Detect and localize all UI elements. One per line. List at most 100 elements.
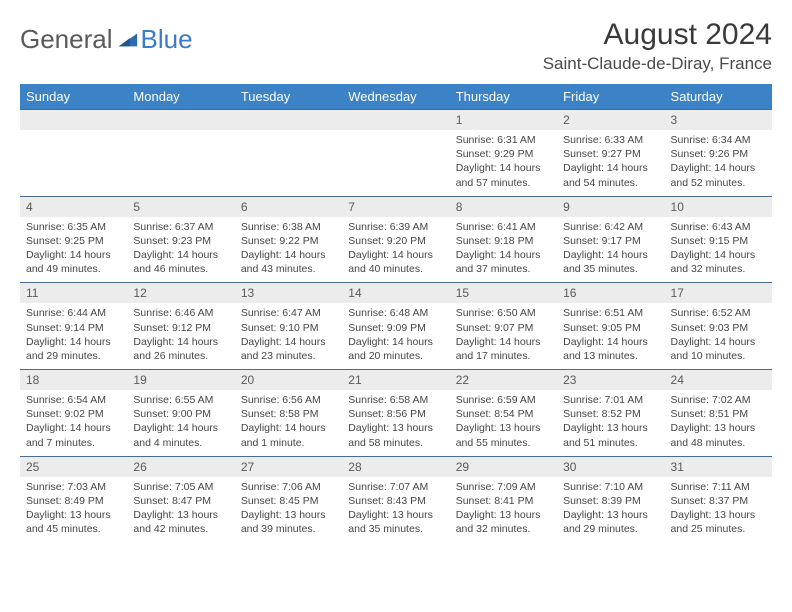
day-details: Sunrise: 6:55 AMSunset: 9:00 PMDaylight:… (127, 390, 234, 456)
day-number: 9 (557, 197, 664, 217)
day-details: Sunrise: 6:51 AMSunset: 9:05 PMDaylight:… (557, 303, 664, 369)
calendar-day-cell: 30Sunrise: 7:10 AMSunset: 8:39 PMDayligh… (557, 456, 664, 542)
calendar-day-cell: 18Sunrise: 6:54 AMSunset: 9:02 PMDayligh… (20, 370, 127, 457)
day-details (20, 130, 127, 188)
calendar-day-cell: 24Sunrise: 7:02 AMSunset: 8:51 PMDayligh… (665, 370, 772, 457)
day-number: 6 (235, 197, 342, 217)
calendar-table: SundayMondayTuesdayWednesdayThursdayFrid… (20, 84, 772, 542)
day-details: Sunrise: 6:33 AMSunset: 9:27 PMDaylight:… (557, 130, 664, 196)
weekday-header: Friday (557, 84, 664, 110)
calendar-week-row: 18Sunrise: 6:54 AMSunset: 9:02 PMDayligh… (20, 370, 772, 457)
day-number: 2 (557, 110, 664, 130)
weekday-header: Tuesday (235, 84, 342, 110)
day-details: Sunrise: 7:10 AMSunset: 8:39 PMDaylight:… (557, 477, 664, 543)
day-details: Sunrise: 6:58 AMSunset: 8:56 PMDaylight:… (342, 390, 449, 456)
day-number: 5 (127, 197, 234, 217)
day-details: Sunrise: 6:37 AMSunset: 9:23 PMDaylight:… (127, 217, 234, 283)
weekday-header: Monday (127, 84, 234, 110)
calendar-page: General Blue August 2024 Saint-Claude-de… (0, 0, 792, 554)
day-number: 11 (20, 283, 127, 303)
day-number (20, 110, 127, 130)
day-number: 21 (342, 370, 449, 390)
calendar-day-cell (20, 110, 127, 197)
day-details: Sunrise: 6:50 AMSunset: 9:07 PMDaylight:… (450, 303, 557, 369)
day-number: 13 (235, 283, 342, 303)
day-number: 27 (235, 457, 342, 477)
day-details: Sunrise: 7:11 AMSunset: 8:37 PMDaylight:… (665, 477, 772, 543)
day-number: 12 (127, 283, 234, 303)
day-details: Sunrise: 6:38 AMSunset: 9:22 PMDaylight:… (235, 217, 342, 283)
calendar-day-cell: 27Sunrise: 7:06 AMSunset: 8:45 PMDayligh… (235, 456, 342, 542)
calendar-body: 1Sunrise: 6:31 AMSunset: 9:29 PMDaylight… (20, 110, 772, 543)
calendar-day-cell: 4Sunrise: 6:35 AMSunset: 9:25 PMDaylight… (20, 196, 127, 283)
day-details: Sunrise: 6:54 AMSunset: 9:02 PMDaylight:… (20, 390, 127, 456)
day-details: Sunrise: 6:47 AMSunset: 9:10 PMDaylight:… (235, 303, 342, 369)
day-number: 22 (450, 370, 557, 390)
calendar-day-cell: 7Sunrise: 6:39 AMSunset: 9:20 PMDaylight… (342, 196, 449, 283)
day-details: Sunrise: 6:52 AMSunset: 9:03 PMDaylight:… (665, 303, 772, 369)
day-details (127, 130, 234, 188)
calendar-day-cell (342, 110, 449, 197)
calendar-day-cell: 31Sunrise: 7:11 AMSunset: 8:37 PMDayligh… (665, 456, 772, 542)
weekday-header: Sunday (20, 84, 127, 110)
calendar-week-row: 1Sunrise: 6:31 AMSunset: 9:29 PMDaylight… (20, 110, 772, 197)
day-number: 7 (342, 197, 449, 217)
day-number: 24 (665, 370, 772, 390)
location: Saint-Claude-de-Diray, France (543, 54, 772, 74)
day-details: Sunrise: 7:02 AMSunset: 8:51 PMDaylight:… (665, 390, 772, 456)
day-number: 1 (450, 110, 557, 130)
day-number: 26 (127, 457, 234, 477)
calendar-day-cell: 6Sunrise: 6:38 AMSunset: 9:22 PMDaylight… (235, 196, 342, 283)
day-details: Sunrise: 6:46 AMSunset: 9:12 PMDaylight:… (127, 303, 234, 369)
calendar-day-cell (235, 110, 342, 197)
day-number: 17 (665, 283, 772, 303)
calendar-day-cell: 17Sunrise: 6:52 AMSunset: 9:03 PMDayligh… (665, 283, 772, 370)
calendar-day-cell: 3Sunrise: 6:34 AMSunset: 9:26 PMDaylight… (665, 110, 772, 197)
calendar-day-cell: 1Sunrise: 6:31 AMSunset: 9:29 PMDaylight… (450, 110, 557, 197)
day-details: Sunrise: 6:44 AMSunset: 9:14 PMDaylight:… (20, 303, 127, 369)
weekday-header: Saturday (665, 84, 772, 110)
day-number: 10 (665, 197, 772, 217)
title-block: August 2024 Saint-Claude-de-Diray, Franc… (543, 18, 772, 74)
logo: General Blue (20, 24, 193, 55)
day-number: 19 (127, 370, 234, 390)
day-details: Sunrise: 6:48 AMSunset: 9:09 PMDaylight:… (342, 303, 449, 369)
calendar-day-cell: 21Sunrise: 6:58 AMSunset: 8:56 PMDayligh… (342, 370, 449, 457)
day-details: Sunrise: 6:41 AMSunset: 9:18 PMDaylight:… (450, 217, 557, 283)
day-number: 4 (20, 197, 127, 217)
month-title: August 2024 (543, 18, 772, 52)
calendar-head: SundayMondayTuesdayWednesdayThursdayFrid… (20, 84, 772, 110)
calendar-day-cell: 15Sunrise: 6:50 AMSunset: 9:07 PMDayligh… (450, 283, 557, 370)
day-details: Sunrise: 6:35 AMSunset: 9:25 PMDaylight:… (20, 217, 127, 283)
calendar-week-row: 25Sunrise: 7:03 AMSunset: 8:49 PMDayligh… (20, 456, 772, 542)
calendar-day-cell: 23Sunrise: 7:01 AMSunset: 8:52 PMDayligh… (557, 370, 664, 457)
day-number: 14 (342, 283, 449, 303)
weekday-header: Wednesday (342, 84, 449, 110)
calendar-day-cell: 11Sunrise: 6:44 AMSunset: 9:14 PMDayligh… (20, 283, 127, 370)
logo-triangle-icon (117, 28, 139, 50)
weekday-header: Thursday (450, 84, 557, 110)
calendar-day-cell: 9Sunrise: 6:42 AMSunset: 9:17 PMDaylight… (557, 196, 664, 283)
day-number: 30 (557, 457, 664, 477)
day-number: 31 (665, 457, 772, 477)
calendar-day-cell: 20Sunrise: 6:56 AMSunset: 8:58 PMDayligh… (235, 370, 342, 457)
day-number: 23 (557, 370, 664, 390)
calendar-week-row: 11Sunrise: 6:44 AMSunset: 9:14 PMDayligh… (20, 283, 772, 370)
day-details: Sunrise: 6:34 AMSunset: 9:26 PMDaylight:… (665, 130, 772, 196)
day-details (235, 130, 342, 188)
day-details: Sunrise: 7:05 AMSunset: 8:47 PMDaylight:… (127, 477, 234, 543)
day-details (342, 130, 449, 188)
day-details: Sunrise: 6:59 AMSunset: 8:54 PMDaylight:… (450, 390, 557, 456)
calendar-day-cell: 13Sunrise: 6:47 AMSunset: 9:10 PMDayligh… (235, 283, 342, 370)
day-number: 29 (450, 457, 557, 477)
calendar-day-cell: 28Sunrise: 7:07 AMSunset: 8:43 PMDayligh… (342, 456, 449, 542)
day-number (342, 110, 449, 130)
day-number: 18 (20, 370, 127, 390)
day-details: Sunrise: 7:06 AMSunset: 8:45 PMDaylight:… (235, 477, 342, 543)
day-details: Sunrise: 6:56 AMSunset: 8:58 PMDaylight:… (235, 390, 342, 456)
calendar-day-cell: 2Sunrise: 6:33 AMSunset: 9:27 PMDaylight… (557, 110, 664, 197)
day-details: Sunrise: 7:01 AMSunset: 8:52 PMDaylight:… (557, 390, 664, 456)
calendar-day-cell: 12Sunrise: 6:46 AMSunset: 9:12 PMDayligh… (127, 283, 234, 370)
calendar-day-cell: 19Sunrise: 6:55 AMSunset: 9:00 PMDayligh… (127, 370, 234, 457)
day-details: Sunrise: 7:03 AMSunset: 8:49 PMDaylight:… (20, 477, 127, 543)
